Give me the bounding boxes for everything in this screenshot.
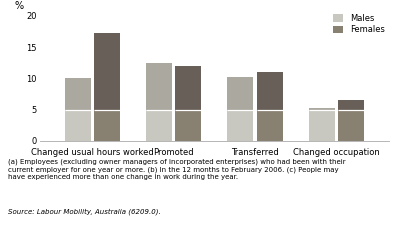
Bar [175, 109, 201, 141]
Bar [94, 33, 120, 109]
Bar [146, 109, 172, 141]
Bar [227, 77, 253, 109]
Bar [65, 78, 91, 109]
Bar [338, 100, 364, 109]
Legend: Males, Females: Males, Females [333, 14, 385, 34]
Bar [308, 109, 335, 141]
Text: (a) Employees (excluding owner managers of incorporated enterprises) who had bee: (a) Employees (excluding owner managers … [8, 159, 345, 180]
Bar [338, 109, 364, 141]
Bar [256, 72, 283, 109]
Bar [227, 109, 253, 141]
Text: Source: Labour Mobility, Australia (6209.0).: Source: Labour Mobility, Australia (6209… [8, 209, 161, 215]
Bar [65, 109, 91, 141]
Bar [146, 63, 172, 109]
Y-axis label: %: % [14, 1, 23, 11]
Bar [256, 109, 283, 141]
Bar [308, 108, 335, 109]
Bar [175, 66, 201, 109]
Bar [94, 109, 120, 141]
